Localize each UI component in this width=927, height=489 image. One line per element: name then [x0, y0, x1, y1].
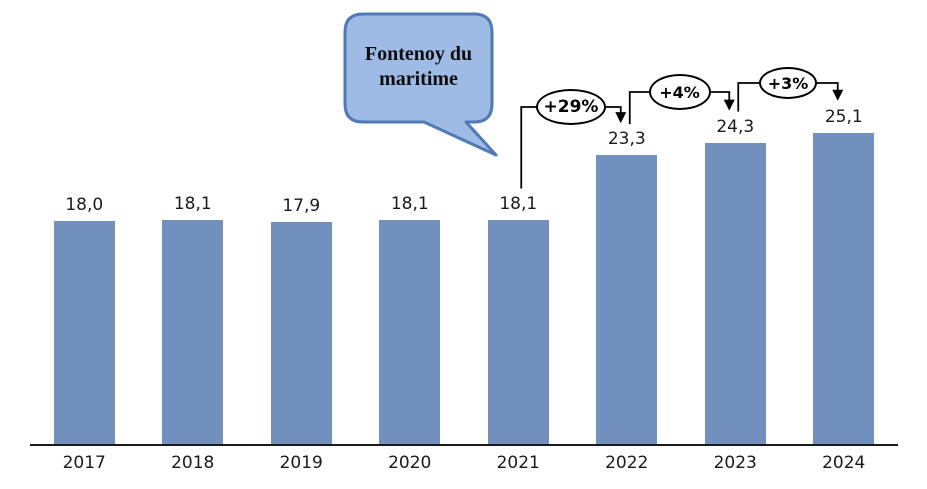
bar-2023 [704, 142, 766, 444]
arrowhead-icon [832, 89, 844, 101]
callout-bubble [343, 12, 498, 157]
bar-2017 [53, 220, 115, 444]
x-tick-2021: 2021 [496, 453, 540, 473]
value-label-2024: 25,1 [824, 106, 863, 127]
bar-2020 [379, 219, 441, 444]
bar-2024 [813, 132, 875, 444]
x-tick-2018: 2018 [171, 453, 215, 473]
percent-badge-2022: +29% [536, 89, 606, 125]
x-tick-2017: 2017 [62, 453, 106, 473]
percent-badge-2024: +3% [759, 67, 817, 99]
x-tick-2020: 2020 [388, 453, 432, 473]
bar-2022 [596, 155, 658, 444]
value-label-2021: 18,1 [499, 193, 538, 214]
bar-2019 [270, 222, 332, 444]
value-label-2020: 18,1 [390, 193, 429, 214]
arrowhead-icon [615, 112, 627, 124]
value-label-2022: 23,3 [607, 129, 646, 150]
value-label-2018: 18,1 [173, 193, 212, 214]
value-label-2023: 24,3 [716, 116, 755, 137]
x-tick-2019: 2019 [279, 453, 323, 473]
x-tick-2024: 2024 [822, 453, 866, 473]
value-label-2017: 18,0 [65, 194, 104, 215]
x-axis-line [30, 444, 898, 446]
value-label-2019: 17,9 [282, 196, 321, 217]
callout-text: Fontenoy du maritime [364, 43, 473, 90]
bar-2021 [487, 219, 549, 444]
arrowhead-icon [723, 99, 735, 111]
percent-badge-2023: +4% [648, 74, 711, 110]
bar-2018 [162, 219, 224, 444]
x-tick-2023: 2023 [713, 453, 757, 473]
x-tick-2022: 2022 [605, 453, 649, 473]
